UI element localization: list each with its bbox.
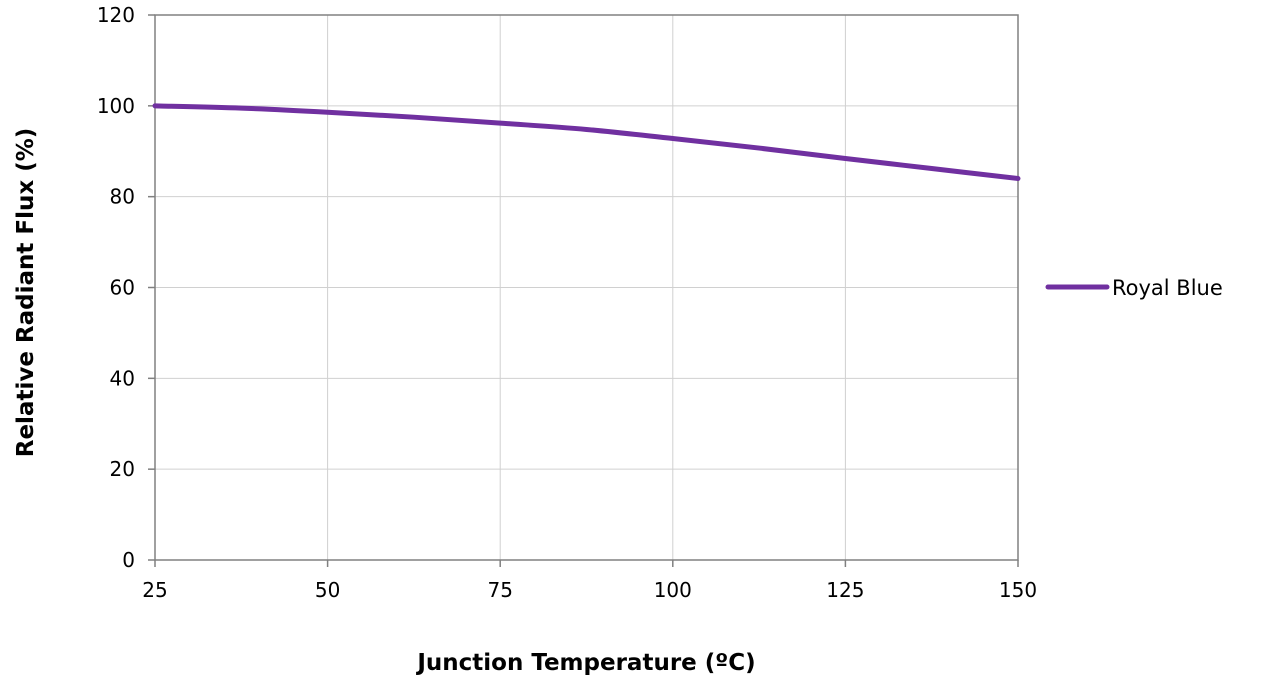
y-tick-label: 20 [110,457,135,481]
x-axis-title: Junction Temperature (ºC) [415,650,755,676]
legend-label: Royal Blue [1112,276,1223,300]
x-tick-label: 50 [315,578,340,602]
y-tick-label: 60 [110,276,135,300]
legend: Royal Blue [1045,276,1223,300]
x-tick-label: 125 [826,578,864,602]
x-tick-label: 75 [487,578,512,602]
x-tick-label: 150 [999,578,1037,602]
y-axis-title: Relative Radiant Flux (%) [13,128,39,458]
y-tick-label: 0 [122,548,135,572]
grid [155,15,1018,560]
series-line-royal-blue [152,103,1021,181]
axis-ticks: 25 50 75 100 125 150 0 20 40 60 80 100 120 [97,3,1037,602]
y-tick-label: 100 [97,94,135,118]
y-tick-label: 120 [97,3,135,27]
y-tick-label: 40 [110,366,135,390]
y-tick-label: 80 [110,185,135,209]
x-tick-label: 25 [142,578,167,602]
series-lines [152,103,1021,181]
x-tick-label: 100 [654,578,692,602]
